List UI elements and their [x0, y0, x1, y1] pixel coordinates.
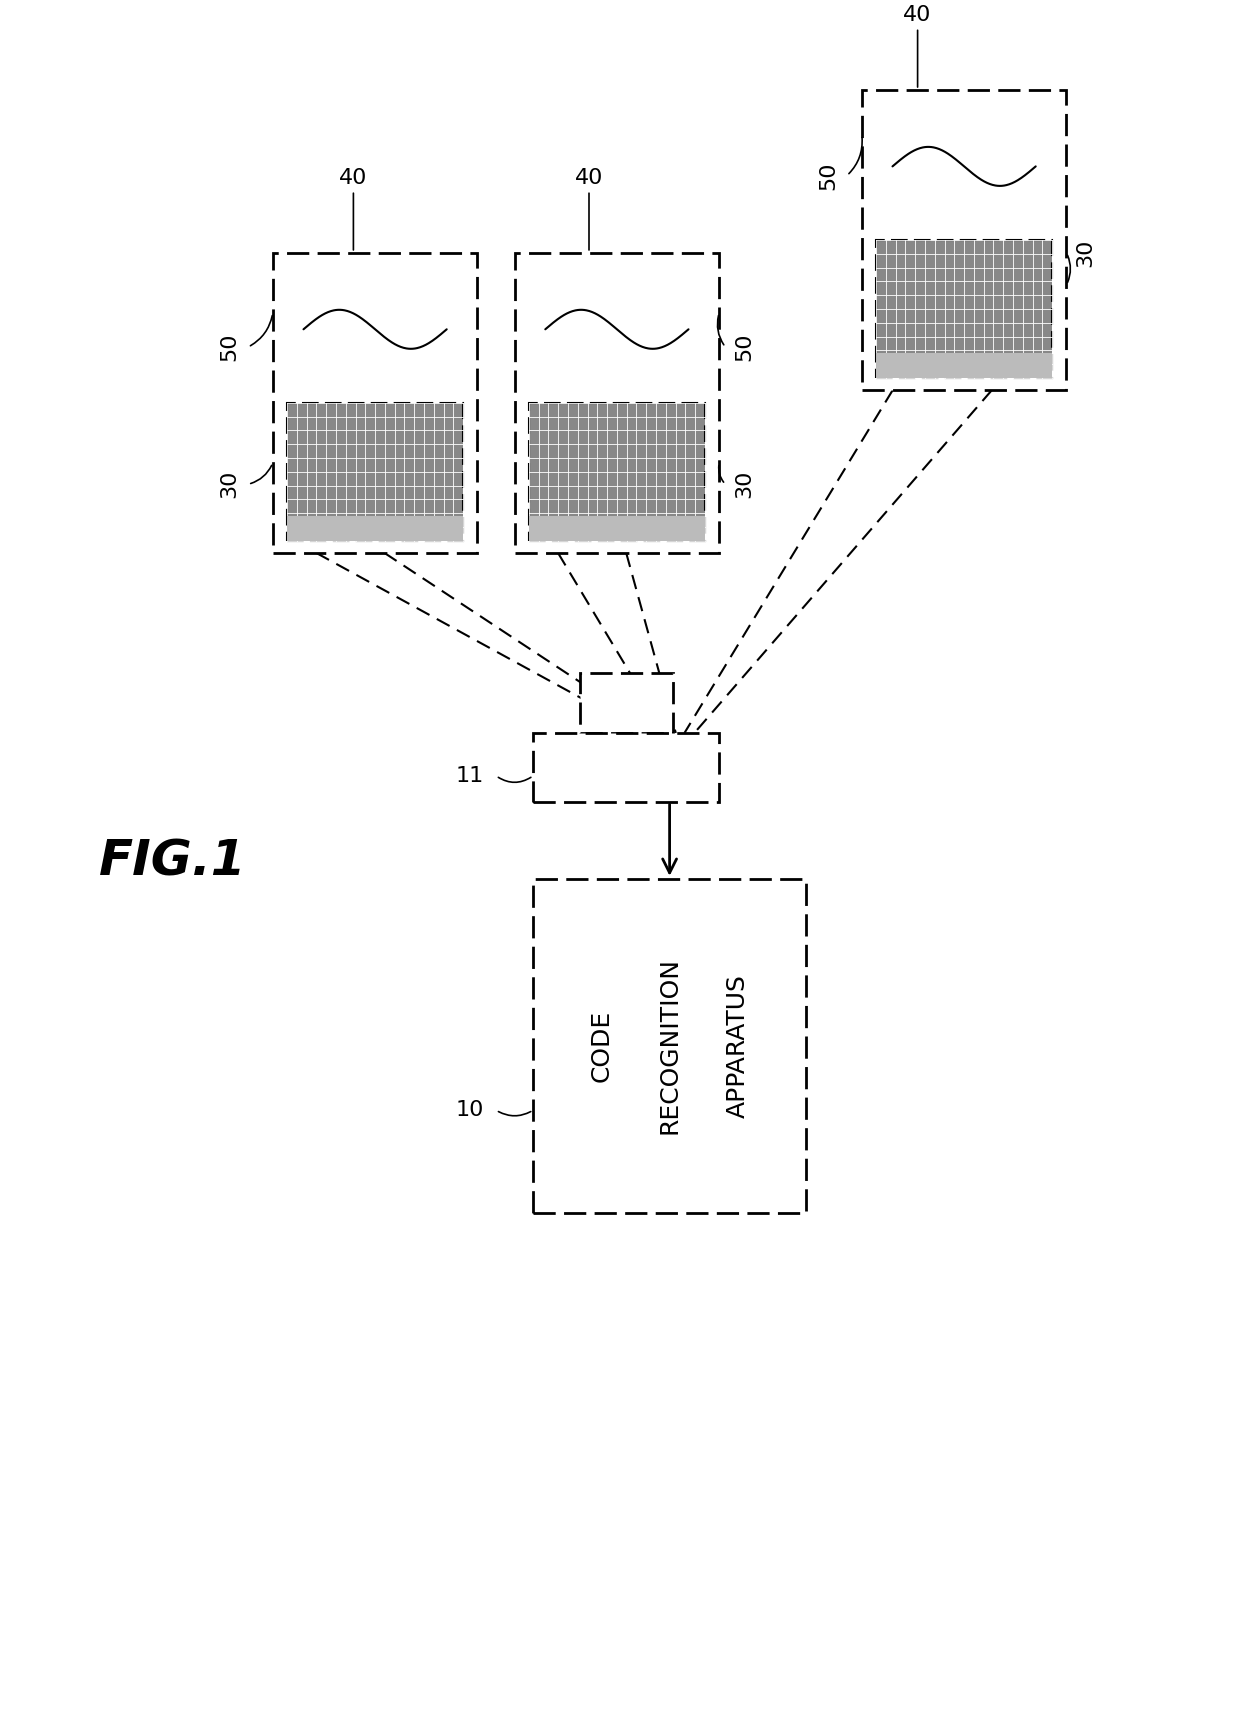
- Text: 50: 50: [734, 333, 754, 361]
- Text: 50: 50: [219, 333, 239, 361]
- Bar: [515, 253, 719, 554]
- Text: 40: 40: [340, 168, 367, 249]
- Bar: [877, 352, 1052, 378]
- Bar: [529, 516, 704, 541]
- Text: 10: 10: [455, 1100, 484, 1121]
- Text: 40: 40: [575, 168, 603, 249]
- Text: CODE: CODE: [589, 1009, 614, 1081]
- Bar: [862, 89, 1066, 390]
- Bar: [533, 878, 806, 1214]
- Text: 30: 30: [219, 469, 239, 499]
- Text: RECOGNITION: RECOGNITION: [657, 957, 682, 1135]
- Bar: [529, 402, 704, 541]
- Text: 11: 11: [455, 765, 484, 786]
- Text: FIG.1: FIG.1: [99, 837, 247, 885]
- Bar: [288, 516, 463, 541]
- Text: 30: 30: [1075, 239, 1095, 266]
- Text: 50: 50: [818, 162, 838, 189]
- Bar: [288, 402, 463, 541]
- Text: APPARATUS: APPARATUS: [725, 975, 750, 1117]
- Bar: [273, 253, 477, 554]
- Bar: [580, 672, 673, 732]
- Bar: [877, 241, 1052, 378]
- Bar: [533, 732, 719, 801]
- Text: 40: 40: [904, 5, 931, 88]
- Text: 30: 30: [734, 469, 754, 499]
